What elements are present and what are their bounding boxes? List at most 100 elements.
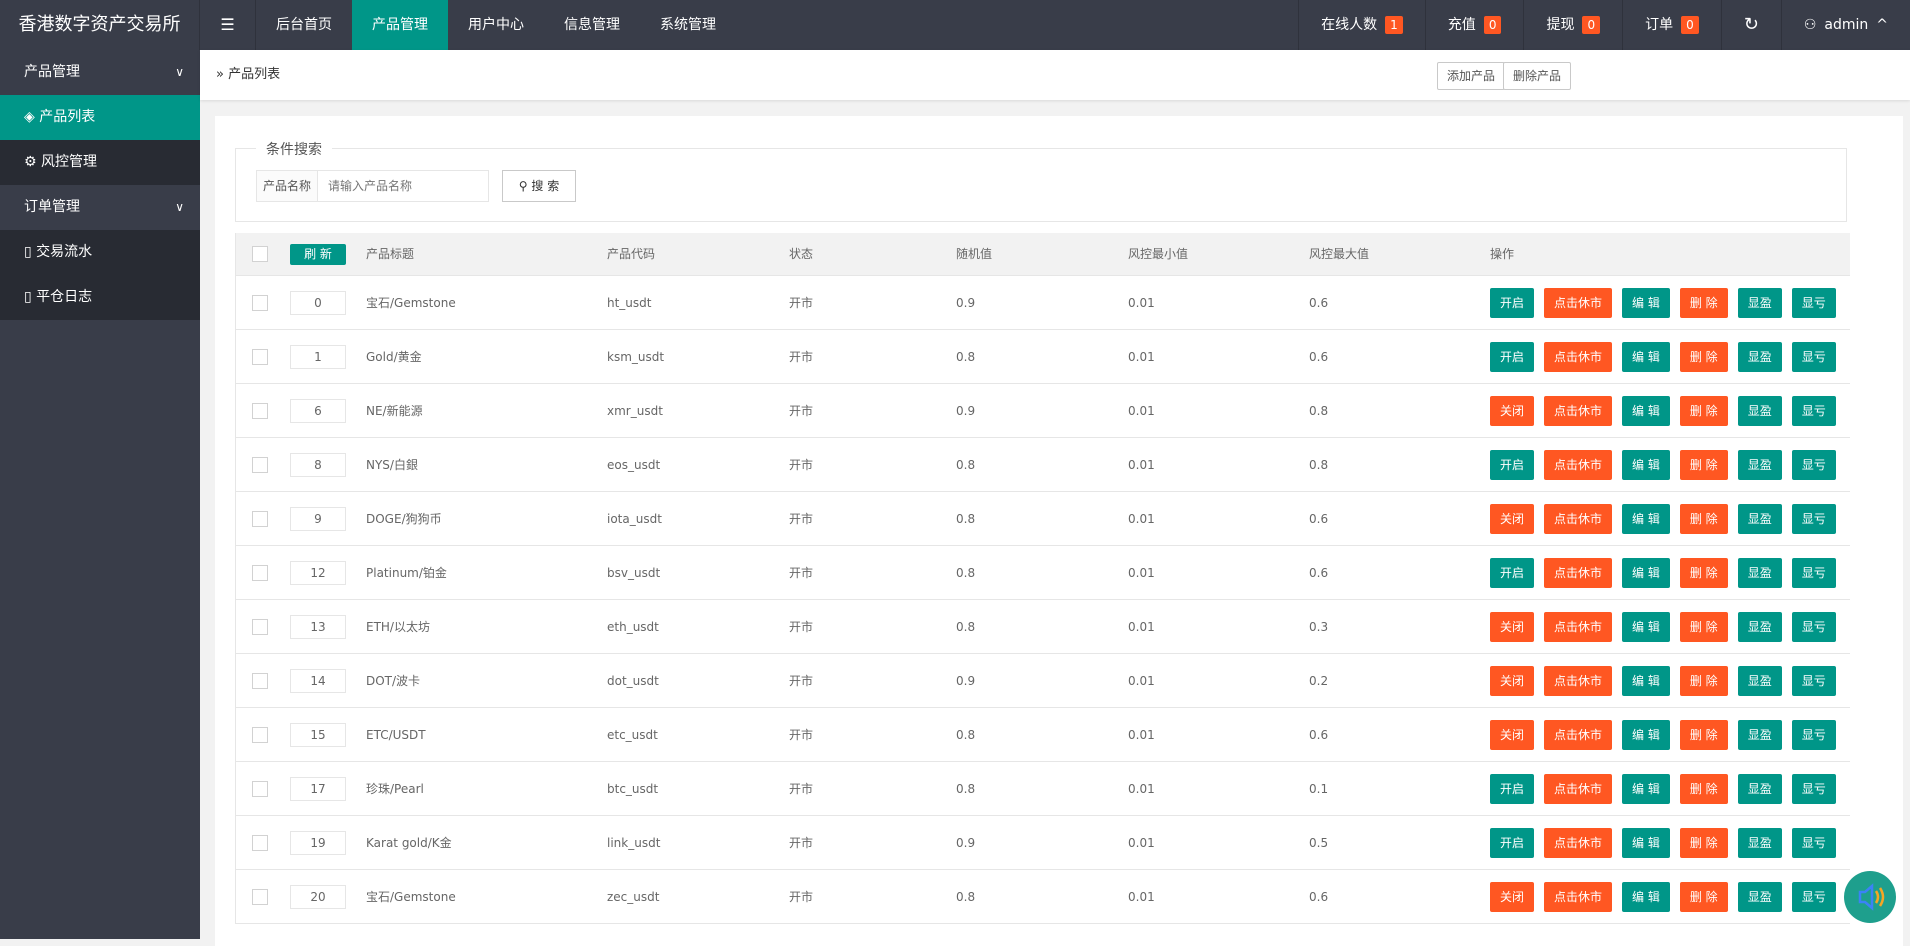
row-checkbox[interactable] [252, 511, 268, 527]
nav-3-item[interactable]: 订单 0 [1622, 0, 1721, 50]
show-profit-button[interactable]: 显盈 [1737, 882, 1782, 912]
show-profit-button[interactable]: 显盈 [1737, 612, 1782, 642]
show-profit-button[interactable]: 显盈 [1737, 396, 1782, 426]
refresh-icon[interactable]: ↻ [1720, 0, 1781, 50]
halt-market-button[interactable]: 点击休市 [1544, 774, 1613, 804]
add-product-button[interactable]: 添加产品 [1437, 62, 1506, 90]
sort-input[interactable]: 20 [290, 885, 346, 909]
show-profit-button[interactable]: 显盈 [1737, 774, 1782, 804]
open-button[interactable]: 开启 [1490, 774, 1535, 804]
open-button[interactable]: 开启 [1490, 342, 1535, 372]
show-loss-button[interactable]: 显亏 [1791, 288, 1836, 318]
row-checkbox[interactable] [252, 889, 268, 905]
open-button[interactable]: 开启 [1490, 828, 1535, 858]
row-checkbox[interactable] [252, 457, 268, 473]
show-loss-button[interactable]: 显亏 [1791, 774, 1836, 804]
nav-item[interactable]: 用户中心 [468, 17, 524, 33]
edit-button[interactable]: 编 辑 [1622, 720, 1670, 750]
delete-button[interactable]: 删 除 [1679, 396, 1728, 426]
menu-toggle-icon[interactable]: ☰ [200, 0, 256, 50]
show-loss-button[interactable]: 显亏 [1791, 612, 1836, 642]
open-button[interactable]: 开启 [1490, 558, 1535, 588]
halt-market-button[interactable]: 点击休市 [1544, 882, 1613, 912]
row-checkbox[interactable] [252, 835, 268, 851]
sidebar-item[interactable]: ◈ 产品列表 [0, 95, 200, 140]
row-checkbox[interactable] [252, 565, 268, 581]
row-checkbox[interactable] [252, 727, 268, 743]
edit-button[interactable]: 编 辑 [1622, 774, 1670, 804]
sort-input[interactable]: 0 [290, 291, 346, 315]
sidebar-item[interactable]: ▯ 交易流水 [0, 230, 200, 275]
show-loss-button[interactable]: 显亏 [1791, 450, 1836, 480]
nav-2-item[interactable]: 提现 0 [1523, 0, 1622, 50]
show-profit-button[interactable]: 显盈 [1737, 666, 1782, 696]
edit-button[interactable]: 编 辑 [1622, 612, 1670, 642]
nav-item[interactable]: 系统管理 [660, 17, 716, 33]
show-profit-button[interactable]: 显盈 [1737, 450, 1782, 480]
sidebar-group-0[interactable]: 产品管理 ∨ [0, 50, 200, 95]
user-menu[interactable]: ⚇ admin ^ [1780, 0, 1910, 50]
show-loss-button[interactable]: 显亏 [1791, 828, 1836, 858]
show-profit-button[interactable]: 显盈 [1737, 828, 1782, 858]
edit-button[interactable]: 编 辑 [1622, 288, 1670, 318]
close-button[interactable]: 关闭 [1490, 612, 1535, 642]
row-checkbox[interactable] [252, 295, 268, 311]
halt-market-button[interactable]: 点击休市 [1544, 558, 1613, 588]
edit-button[interactable]: 编 辑 [1622, 558, 1670, 588]
select-all-checkbox[interactable] [252, 246, 268, 262]
sort-input[interactable]: 9 [290, 507, 346, 531]
edit-button[interactable]: 编 辑 [1622, 342, 1670, 372]
edit-button[interactable]: 编 辑 [1622, 504, 1670, 534]
nav-item[interactable]: 产品管理 [352, 0, 448, 50]
row-checkbox[interactable] [252, 781, 268, 797]
delete-button[interactable]: 删 除 [1679, 288, 1728, 318]
edit-button[interactable]: 编 辑 [1622, 666, 1670, 696]
show-loss-button[interactable]: 显亏 [1791, 882, 1836, 912]
halt-market-button[interactable]: 点击休市 [1544, 450, 1613, 480]
close-button[interactable]: 关闭 [1490, 396, 1535, 426]
sort-input[interactable]: 1 [290, 345, 346, 369]
sort-input[interactable]: 6 [290, 399, 346, 423]
delete-button[interactable]: 删 除 [1679, 828, 1728, 858]
close-button[interactable]: 关闭 [1490, 882, 1535, 912]
show-loss-button[interactable]: 显亏 [1791, 342, 1836, 372]
edit-button[interactable]: 编 辑 [1622, 450, 1670, 480]
delete-button[interactable]: 删 除 [1679, 774, 1728, 804]
sidebar-group-1[interactable]: 订单管理 ∨ [0, 185, 200, 230]
show-profit-button[interactable]: 显盈 [1737, 504, 1782, 534]
show-loss-button[interactable]: 显亏 [1791, 396, 1836, 426]
row-checkbox[interactable] [252, 673, 268, 689]
nav-item[interactable]: 信息管理 [564, 17, 620, 33]
close-button[interactable]: 关闭 [1490, 504, 1535, 534]
halt-market-button[interactable]: 点击休市 [1544, 612, 1613, 642]
close-button[interactable]: 关闭 [1490, 666, 1535, 696]
halt-market-button[interactable]: 点击休市 [1544, 504, 1613, 534]
sort-input[interactable]: 8 [290, 453, 346, 477]
halt-market-button[interactable]: 点击休市 [1544, 720, 1613, 750]
nav-item[interactable]: 后台首页 [276, 17, 332, 33]
show-loss-button[interactable]: 显亏 [1791, 504, 1836, 534]
nav-0-item[interactable]: 在线人数 1 [1298, 0, 1425, 50]
show-profit-button[interactable]: 显盈 [1737, 720, 1782, 750]
delete-button[interactable]: 删 除 [1679, 342, 1728, 372]
delete-button[interactable]: 删 除 [1679, 720, 1728, 750]
nav-1-item[interactable]: 充值 0 [1424, 0, 1524, 50]
delete-button[interactable]: 删 除 [1679, 558, 1728, 588]
row-checkbox[interactable] [252, 349, 268, 365]
row-checkbox[interactable] [252, 619, 268, 635]
row-checkbox[interactable] [252, 403, 268, 419]
edit-button[interactable]: 编 辑 [1622, 828, 1670, 858]
halt-market-button[interactable]: 点击休市 [1544, 396, 1613, 426]
sort-input[interactable]: 19 [290, 831, 346, 855]
delete-product-button[interactable]: 删除产品 [1503, 62, 1572, 90]
sort-input[interactable]: 14 [290, 669, 346, 693]
sort-input[interactable]: 15 [290, 723, 346, 747]
edit-button[interactable]: 编 辑 [1622, 882, 1670, 912]
sort-input[interactable]: 13 [290, 615, 346, 639]
halt-market-button[interactable]: 点击休市 [1544, 666, 1613, 696]
product-name-input[interactable] [318, 171, 489, 201]
sort-input[interactable]: 12 [290, 561, 346, 585]
delete-button[interactable]: 删 除 [1679, 450, 1728, 480]
delete-button[interactable]: 删 除 [1679, 666, 1728, 696]
open-button[interactable]: 开启 [1490, 288, 1535, 318]
